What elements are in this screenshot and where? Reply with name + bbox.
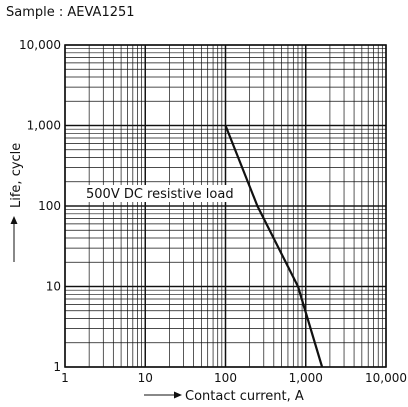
x-tick-label: 100 xyxy=(214,371,237,385)
y-tick-label: 10 xyxy=(46,280,61,294)
x-tick-labels: 1 10 100 1,000 10,000 xyxy=(61,371,407,385)
annotation-background xyxy=(83,185,237,202)
y-tick-label: 1,000 xyxy=(27,119,61,133)
sample-label: Sample : AEVA1251 xyxy=(6,5,135,20)
y-axis-arrow-head xyxy=(10,216,18,224)
y-axis-title: Life, cycle xyxy=(9,143,24,208)
series-annotation: 500V DC resistive load xyxy=(86,187,234,202)
series-layer xyxy=(224,125,324,368)
x-axis-arrow-head xyxy=(174,391,182,399)
y-tick-label: 10,000 xyxy=(19,38,61,52)
x-tick-label: 10 xyxy=(138,371,153,385)
y-tick-label: 1 xyxy=(53,360,61,374)
series-line xyxy=(224,125,324,368)
x-axis-title: Contact current, A xyxy=(185,389,304,404)
grid xyxy=(64,44,387,368)
x-axis-title-group: Contact current, A xyxy=(144,389,304,404)
y-tick-labels: 1 10 100 1,000 10,000 xyxy=(19,38,61,374)
y-axis-title-group: Life, cycle xyxy=(9,143,24,262)
plot-frame xyxy=(64,44,387,368)
y-tick-label: 100 xyxy=(38,199,61,213)
x-tick-label: 10,000 xyxy=(365,371,407,385)
annotations: 500V DC resistive load xyxy=(83,185,237,202)
x-tick-label: 1,000 xyxy=(289,371,323,385)
x-tick-label: 1 xyxy=(61,371,69,385)
